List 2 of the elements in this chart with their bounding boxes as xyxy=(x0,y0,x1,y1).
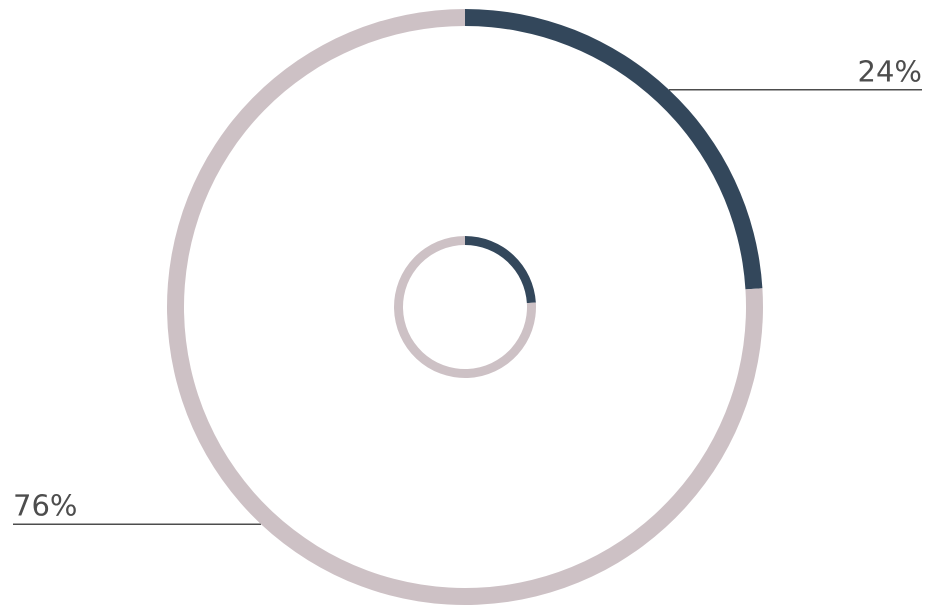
data-label: 24% xyxy=(858,54,922,88)
data-label: 76% xyxy=(13,488,78,523)
